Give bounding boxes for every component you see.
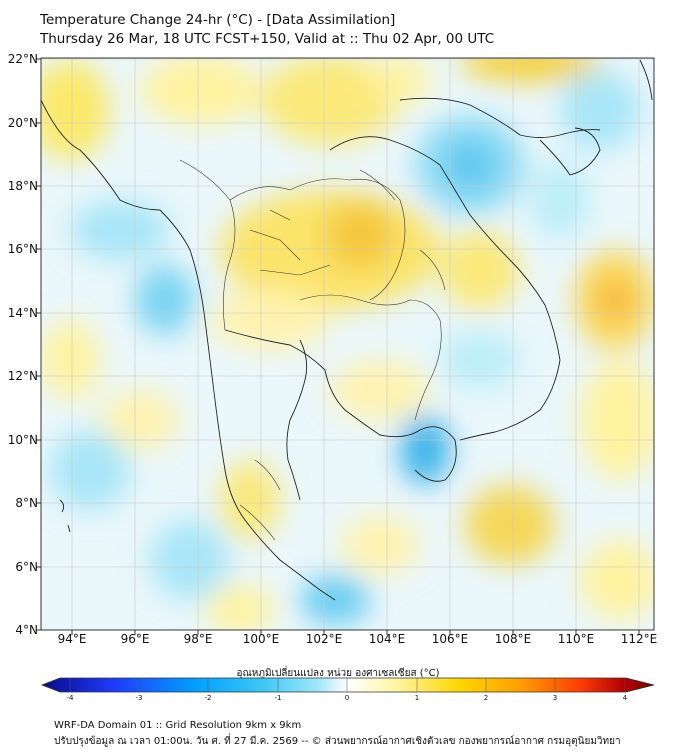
lat-label-12n: 12°N xyxy=(7,369,38,383)
colorbar-tick: 4 xyxy=(622,694,628,702)
colorbar-label: อุณหภูมิเปลี่ยนแปลง หน่วย องศาเซลเซียส (… xyxy=(236,668,440,679)
lon-label-98e: 98°E xyxy=(183,632,213,646)
lon-label-110e: 110°E xyxy=(557,632,595,646)
axis-ticks xyxy=(36,58,640,635)
colorbar-tick: 3 xyxy=(552,694,558,702)
lon-label-100e: 100°E xyxy=(242,632,280,646)
colorbar-tick: -2 xyxy=(204,694,212,702)
map-frame xyxy=(40,57,655,631)
colorbar-tick: -3 xyxy=(135,694,143,702)
footer-model-info: WRF-DA Domain 01 :: Grid Resolution 9km … xyxy=(54,720,302,731)
colorbar-tick: 2 xyxy=(483,694,489,702)
lon-label-96e: 96°E xyxy=(120,632,150,646)
colorbar-tick: -4 xyxy=(66,694,74,702)
lon-label-102e: 102°E xyxy=(305,632,343,646)
colorbar-tick: 0 xyxy=(344,694,350,702)
lat-label-14n: 14°N xyxy=(7,306,38,320)
lon-label-106e: 106°E xyxy=(431,632,469,646)
lat-label-10n: 10°N xyxy=(7,433,38,447)
colorbar-tick: 1 xyxy=(414,694,420,702)
lon-label-112e: 112°E xyxy=(620,632,658,646)
lat-label-8n: 8°N xyxy=(15,496,38,510)
lon-label-104e: 104°E xyxy=(368,632,406,646)
footer-credit: ปรับปรุงข้อมูล ณ เวลา 01:00น. วัน ศ. ที่… xyxy=(54,736,621,747)
coastline-map xyxy=(41,59,653,601)
lat-label-18n: 18°N xyxy=(7,179,38,193)
lat-label-20n: 20°N xyxy=(7,116,38,130)
colorbar xyxy=(40,677,655,693)
colorbar-tick: -1 xyxy=(274,694,282,702)
graticule xyxy=(41,58,654,630)
country-borders xyxy=(179,159,446,541)
lat-label-22n: 22°N xyxy=(7,52,38,66)
map-title: Temperature Change 24-hr (°C) - [Data As… xyxy=(40,12,396,28)
lon-label-108e: 108°E xyxy=(494,632,532,646)
lat-label-16n: 16°N xyxy=(7,242,38,256)
lon-label-94e: 94°E xyxy=(57,632,87,646)
lat-label-4n: 4°N xyxy=(15,623,38,637)
lat-label-6n: 6°N xyxy=(15,560,38,574)
map-subtitle: Thursday 26 Mar, 18 UTC FCST+150, Valid … xyxy=(40,31,495,47)
temperature-change-map[interactable] xyxy=(0,0,676,640)
